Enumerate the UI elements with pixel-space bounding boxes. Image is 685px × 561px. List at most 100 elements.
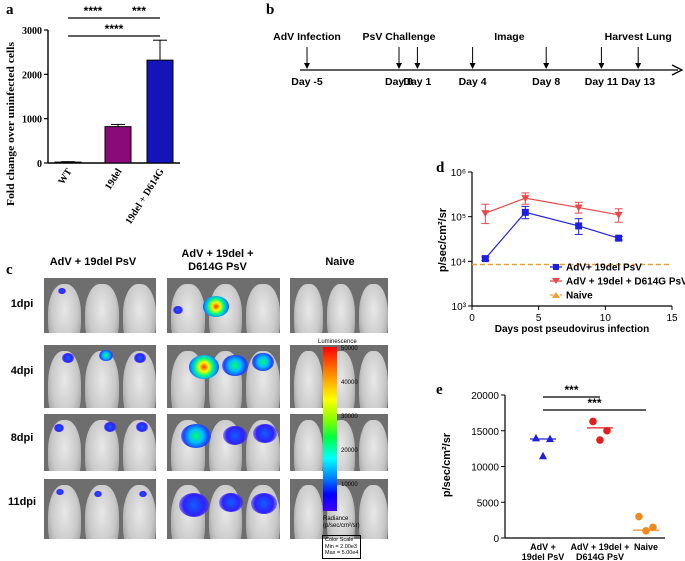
timeline-arrow-head: [543, 63, 550, 69]
timeline-day-label: Day 8: [532, 76, 560, 88]
mouse-image-tile: [290, 345, 388, 408]
y-tick-label: 5000: [477, 498, 500, 509]
imaging-column-label-2-line2: D614G PsV: [188, 261, 247, 273]
bioluminescence-signal: [179, 493, 209, 517]
y-tick-label: 20000: [471, 391, 499, 402]
scale-tick-50000: 50000: [341, 346, 358, 352]
timeline-arrow-head: [396, 63, 402, 69]
bioluminescence-signal: [56, 489, 64, 496]
data-point: [481, 255, 489, 263]
data-point: [642, 527, 650, 535]
y-tick-label: 10⁶: [451, 168, 466, 179]
mouse-image-tile: [167, 414, 280, 471]
x-tick-label: AdV + 19del +: [570, 542, 629, 552]
panel-letter-a: a: [6, 2, 14, 18]
imaging-column-label-2: AdV + 19del + D614G PsV: [160, 248, 275, 274]
y-tick-label: 10⁴: [451, 257, 466, 268]
x-tick-label: AdV +: [530, 542, 556, 552]
y-tick-label: 10⁵: [451, 213, 466, 224]
mouse-image-tile: [44, 345, 156, 408]
mouse-image-tile: [167, 479, 280, 539]
mouse-silhouette: [48, 485, 82, 539]
timeline-day-label: Day 11: [585, 76, 618, 88]
luminescence-scale-title: Luminescence: [318, 339, 357, 345]
mouse-image-tile: [44, 414, 156, 471]
bioluminescence-signal: [58, 288, 66, 295]
mouse-silhouette: [359, 284, 388, 333]
y-axis-label: Fold change over uninfected cells: [6, 42, 17, 206]
data-point: [521, 195, 530, 203]
imaging-column-label-1: AdV + 19del PsV: [49, 256, 137, 268]
timeline-event-label: PsV Challenge: [363, 31, 436, 43]
legend-label: Naive: [566, 291, 593, 302]
data-point: [539, 451, 547, 460]
data-point: [574, 204, 583, 212]
timeline-day-label: Day 4: [459, 76, 487, 88]
bioluminescence-signal: [203, 296, 229, 317]
bioluminescence-signal: [134, 353, 146, 363]
data-point: [521, 208, 529, 216]
mouse-image-tile: [290, 414, 388, 471]
mouse-image-tile: [167, 345, 280, 408]
mouse-image-tile: [290, 278, 388, 333]
bioluminescence-signal: [219, 493, 243, 513]
imaging-row-label-1dpi: 1dpi: [10, 298, 34, 310]
panel-letter-b: b: [266, 2, 275, 18]
data-point: [532, 433, 540, 442]
y-tick-label: 0: [493, 534, 499, 545]
data-point: [635, 512, 643, 521]
y-tick-label: 1000: [22, 115, 42, 126]
bioluminescence-signal: [253, 424, 277, 444]
legend-label: AdV+ 19del PsV: [566, 263, 642, 274]
x-tick-label: 0: [469, 313, 475, 324]
scale-tick-20000: 20000: [341, 448, 358, 454]
color-scale-min: Min = 2.00e3: [325, 543, 357, 550]
bioluminescence-signal: [173, 306, 183, 314]
timeline-arrow-head: [598, 63, 605, 69]
bioluminescence-signal: [222, 355, 248, 376]
mouse-silhouette: [85, 351, 119, 408]
panel-letter-e: e: [436, 382, 443, 398]
legend-marker: [552, 278, 560, 284]
mouse-silhouette: [246, 284, 280, 333]
data-point: [481, 210, 490, 218]
data-point: [649, 523, 657, 532]
mouse-silhouette: [48, 420, 82, 471]
mouse-silhouette: [294, 284, 323, 333]
legend-marker: [552, 292, 560, 298]
imaging-row-label-8dpi: 8dpi: [10, 432, 34, 444]
bioluminescence-signal: [62, 353, 74, 363]
data-point: [615, 234, 623, 242]
y-axis-label: p/sec/cm²/sr: [437, 207, 449, 272]
bioluminescence-signal: [99, 350, 113, 362]
mouse-silhouette: [85, 284, 119, 333]
bioluminescence-signal: [139, 491, 147, 498]
timeline-day-label: Day -5: [291, 76, 323, 88]
y-tick-label: 10000: [471, 463, 499, 474]
panel-letter-d: d: [436, 160, 445, 176]
bioluminescence-signal: [251, 493, 277, 514]
mouse-image-tile: [44, 479, 156, 539]
color-scale-title: Color Scale: [325, 537, 354, 543]
timeline-arrow-head: [469, 63, 476, 69]
significance-label: ***: [132, 4, 146, 18]
data-point: [614, 211, 623, 219]
mouse-image-tile: [44, 278, 156, 333]
series-line: [484, 211, 619, 260]
bioluminescence-signal: [136, 422, 148, 432]
x-tick-label: 19del PsV: [522, 552, 565, 561]
mouse-image-tile: [290, 479, 388, 539]
radiance-label: Radiance: [323, 516, 349, 522]
scale-tick-30000: 30000: [341, 414, 358, 420]
y-tick-label: 10³: [452, 302, 467, 313]
significance-label: ****: [84, 4, 103, 18]
imaging-column-label-2-line1: AdV + 19del +: [181, 248, 254, 260]
data-point: [596, 436, 604, 444]
x-tick-label: Naive: [634, 542, 658, 552]
timeline-event-label: Harvest Lung: [605, 31, 672, 43]
scale-tick-40000: 40000: [341, 380, 358, 386]
significance-label: ***: [587, 396, 601, 410]
